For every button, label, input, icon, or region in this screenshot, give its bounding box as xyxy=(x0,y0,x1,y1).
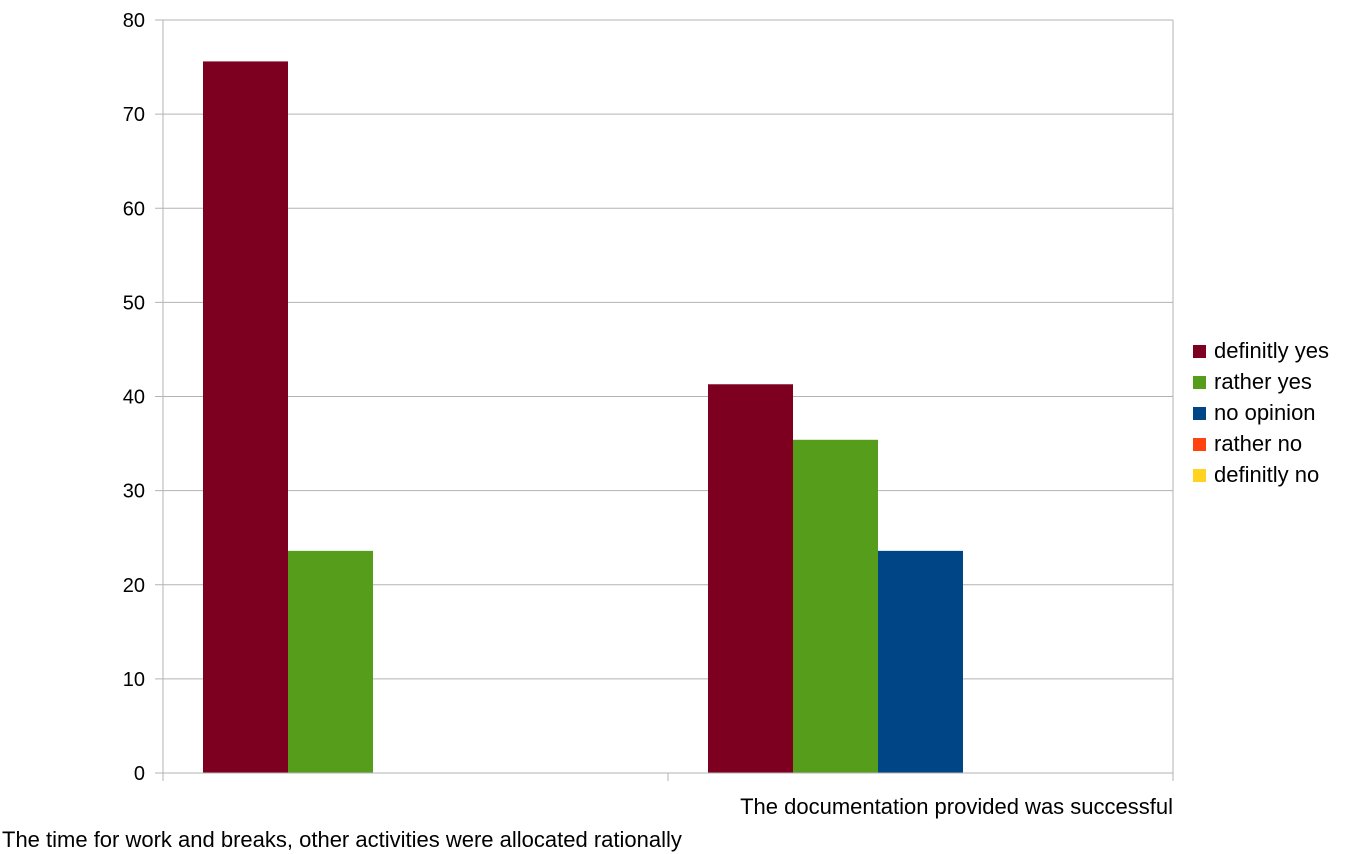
x-category-label: The time for work and breaks, other acti… xyxy=(2,827,682,852)
y-tick-label: 10 xyxy=(123,669,145,691)
bar-definitly-yes-cat-0 xyxy=(203,61,288,774)
legend-label: rather no xyxy=(1214,431,1302,456)
y-tick-label: 40 xyxy=(123,387,145,409)
y-tick-label: 80 xyxy=(123,10,145,32)
legend-label: definitly yes xyxy=(1214,338,1329,363)
y-tick-label: 50 xyxy=(123,292,145,314)
legend-swatch xyxy=(1193,376,1206,389)
y-tick-label: 60 xyxy=(123,198,145,220)
y-tick-label: 70 xyxy=(123,104,145,126)
legend-swatch xyxy=(1193,407,1206,420)
y-axis-tick-labels: 0 10 20 30 40 50 60 70 80 xyxy=(123,10,145,785)
legend-swatch xyxy=(1193,438,1206,451)
legend-swatch xyxy=(1193,345,1206,358)
legend-label: definitly no xyxy=(1214,462,1319,487)
bar-rather-yes-cat-1 xyxy=(793,439,878,773)
x-axis-category-labels: The time for work and breaks, other acti… xyxy=(2,794,1173,852)
bar-definitly-yes-cat-1 xyxy=(708,384,793,773)
axes xyxy=(155,19,1174,781)
legend-swatch xyxy=(1193,469,1206,482)
bar-no-opinion-cat-1 xyxy=(878,550,963,773)
legend: definitly yes rather yes no opinion rather … xyxy=(1193,338,1329,487)
y-tick-label: 0 xyxy=(134,763,145,785)
legend-label: rather yes xyxy=(1214,369,1312,394)
x-category-label: The documentation provided was successfu… xyxy=(740,794,1173,819)
bars xyxy=(203,61,963,774)
legend-label: no opinion xyxy=(1214,400,1316,425)
y-tick-label: 30 xyxy=(123,481,145,503)
y-tick-label: 20 xyxy=(123,575,145,597)
bar-rather-yes-cat-0 xyxy=(288,550,373,773)
